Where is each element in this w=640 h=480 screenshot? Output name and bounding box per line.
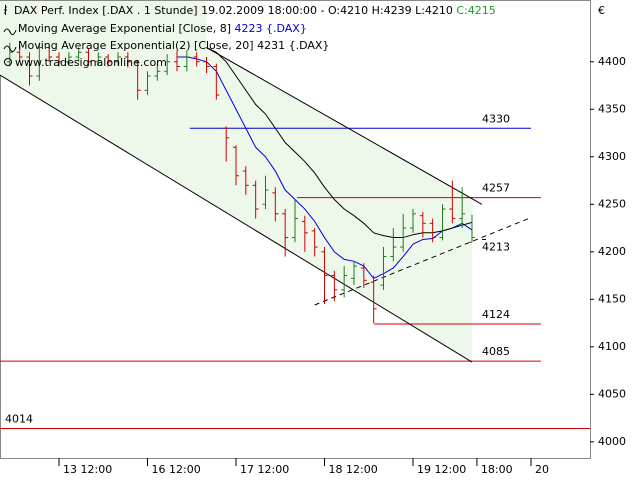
x-tick-label: 13 12:00 [63,463,112,476]
x-tick-label: 19 12:00 [417,463,466,476]
x-tick-label: 18 12:00 [329,463,378,476]
last-price-label: 4213 [482,240,510,253]
label-layer: DAX Perf. Index [.DAX . 1 Stunde] 19.02.… [3,4,626,476]
y-tick-label: 4150 [598,292,626,305]
ohlc-icon [4,5,7,15]
x-tick-label: 17 12:00 [240,463,289,476]
trend-line [0,74,473,363]
level-label: 4257 [482,182,510,195]
y-tick-label: 4050 [598,387,626,400]
y-tick-label: 4000 [598,435,626,448]
series-icon [3,45,17,53]
mark-layer [0,42,590,430]
grid-layer [58,61,594,466]
y-tick-label: 4400 [598,55,626,68]
ema-line [177,56,473,280]
y-tick-label: 4350 [598,102,626,115]
trend-line [206,47,483,205]
header-text: DAX Perf. Index [.DAX . 1 Stunde] 19.02.… [14,4,453,17]
currency: € [598,4,605,17]
legend-name: Moving Average Exponential [Close, 8] [18,22,231,35]
legend-name: Moving Average Exponential(2) [Close, 20… [18,39,254,52]
x-tick-label: 20 [535,463,549,476]
legend-entry: Moving Average Exponential(2) [Close, 20… [18,39,329,52]
header-title: DAX Perf. Index [.DAX . 1 Stunde] 19.02.… [14,4,496,17]
legend-value: 4231 {.DAX} [257,39,329,52]
header-close: C:4215 [456,4,495,17]
ema-line [206,47,473,239]
trend-line [314,217,532,306]
level-label: 4124 [482,308,510,321]
level-label: 4014 [5,413,33,426]
level-label: 4085 [482,345,510,358]
watermark-icon [4,58,12,66]
x-tick-label: 16 12:00 [152,463,201,476]
y-tick-label: 4250 [598,197,626,210]
watermark: www.tradesignalonline.com [15,56,167,69]
legend-value: 4223 {.DAX} [235,22,307,35]
series-icon [3,28,17,36]
x-tick-label: 18:00 [481,463,513,476]
y-tick-label: 4200 [598,245,626,258]
legend-entry: Moving Average Exponential [Close, 8] 42… [18,22,307,35]
y-tick-label: 4100 [598,340,626,353]
y-tick-label: 4300 [598,150,626,163]
level-label: 4330 [482,112,510,125]
